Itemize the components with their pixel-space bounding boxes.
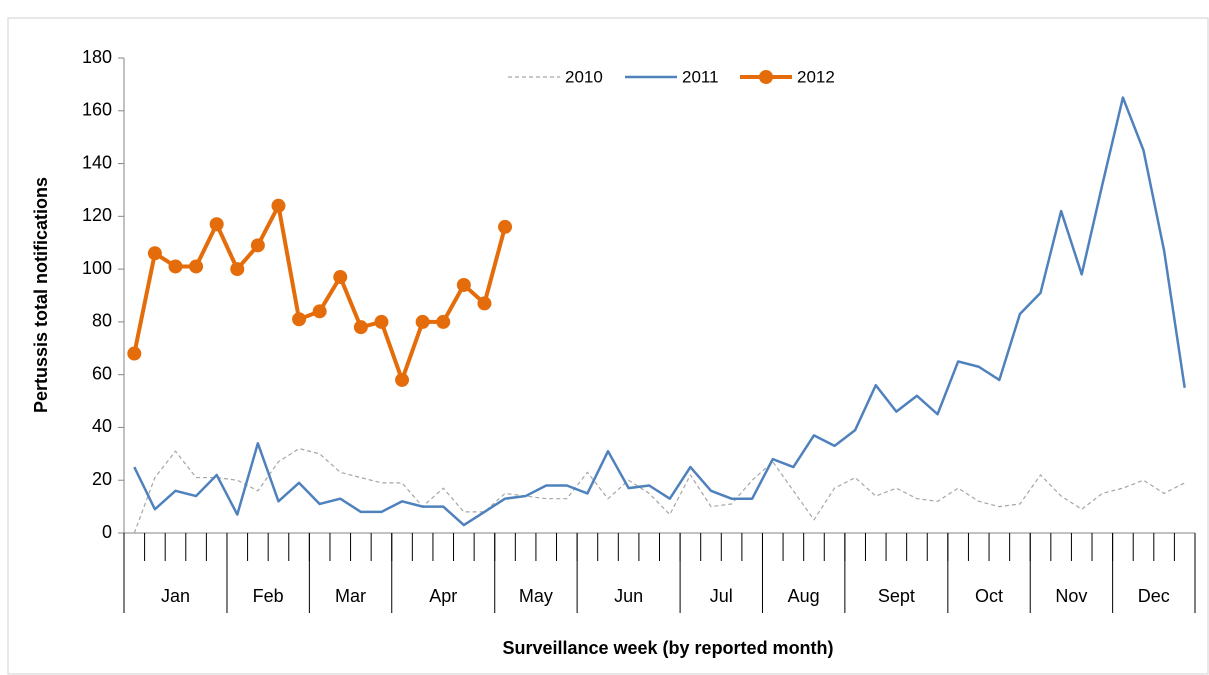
marker [477, 296, 492, 311]
x-tick-label: Oct [975, 586, 1003, 606]
marker [250, 238, 265, 253]
x-tick-label: Dec [1138, 586, 1170, 606]
y-tick-label: 80 [92, 311, 112, 331]
y-tick-label: 120 [82, 205, 112, 225]
marker [312, 304, 327, 319]
legend-label: 2010 [565, 67, 603, 86]
marker [436, 314, 451, 329]
series-line [132, 203, 507, 382]
y-tick-label: 140 [82, 152, 112, 172]
marker [147, 246, 162, 261]
chart-frame [7, 17, 1209, 675]
marker [292, 312, 307, 327]
x-tick-label: Feb [253, 586, 284, 606]
x-tick-label: Jul [710, 586, 733, 606]
y-tick-label: 20 [92, 469, 112, 489]
y-tick-label: 180 [82, 47, 112, 67]
x-tick-label: Sept [878, 586, 915, 606]
x-tick-label: Nov [1055, 586, 1087, 606]
marker [127, 346, 142, 361]
marker [395, 372, 410, 387]
marker [168, 259, 183, 274]
legend-label: 2012 [797, 67, 835, 86]
y-tick-label: 100 [82, 258, 112, 278]
y-tick-label: 40 [92, 416, 112, 436]
marker [230, 262, 245, 277]
marker [415, 314, 430, 329]
marker [189, 259, 204, 274]
x-axis-label: Surveillance week (by reported month) [502, 638, 833, 658]
marker [353, 320, 368, 335]
legend-marker [759, 70, 773, 84]
x-tick-label: May [519, 586, 553, 606]
y-tick-label: 60 [92, 363, 112, 383]
y-tick-label: 0 [102, 522, 112, 542]
marker [498, 219, 513, 234]
marker [209, 217, 224, 232]
series-line [133, 447, 1185, 534]
series-line [133, 96, 1186, 527]
x-tick-label: Jan [161, 586, 190, 606]
y-axis-label: Pertussis total notifications [31, 177, 51, 413]
marker [333, 270, 348, 285]
marker [374, 314, 389, 329]
marker [456, 277, 471, 292]
x-tick-label: Apr [429, 586, 457, 606]
x-tick-label: Mar [335, 586, 366, 606]
x-tick-label: Aug [788, 586, 820, 606]
marker [271, 198, 286, 213]
y-tick-label: 160 [82, 100, 112, 120]
x-tick-label: Jun [614, 586, 643, 606]
legend-label: 2011 [682, 67, 719, 86]
